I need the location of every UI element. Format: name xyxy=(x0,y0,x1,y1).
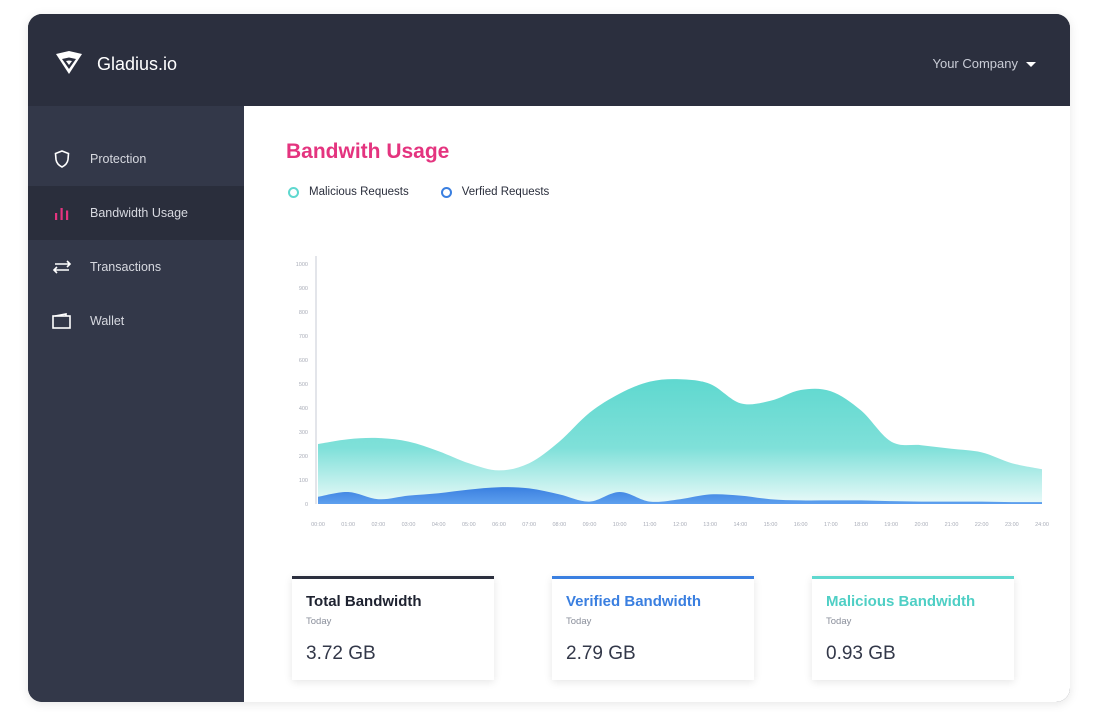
sidebar-item-label: Wallet xyxy=(90,314,125,328)
x-tick-label: 07:00 xyxy=(522,522,536,528)
x-tick-label: 13:00 xyxy=(703,522,717,528)
sidebar-item-label: Bandwidth Usage xyxy=(90,206,188,220)
card-subtitle: Today xyxy=(826,616,852,627)
y-tick-label: 800 xyxy=(299,310,308,316)
company-label: Your Company xyxy=(932,56,1018,71)
app-title: Gladius.io xyxy=(97,54,178,74)
y-tick-label: 400 xyxy=(299,406,308,412)
x-tick-label: 22:00 xyxy=(975,522,989,528)
x-tick-label: 09:00 xyxy=(583,522,597,528)
logo-icon xyxy=(56,51,82,74)
x-tick-label: 20:00 xyxy=(914,522,928,528)
company-dropdown[interactable]: Your Company xyxy=(932,56,1036,71)
card-title: Malicious Bandwidth xyxy=(826,593,976,610)
card-malicious-bandwidth[interactable]: Malicious Bandwidth Today 0.93 GB xyxy=(812,576,1014,680)
y-tick-label: 0 xyxy=(305,502,308,508)
y-tick-label: 700 xyxy=(299,334,308,340)
x-tick-label: 00:00 xyxy=(311,522,325,528)
chart-legend: Malicious Requests Verfied Requests xyxy=(288,186,549,198)
legend-label: Verfied Requests xyxy=(461,186,550,198)
sidebar: Protection Bandwidth Usage Transactions xyxy=(28,106,244,702)
verified-area xyxy=(318,487,1042,504)
card-total-bandwidth[interactable]: Total Bandwidth Today 3.72 GB xyxy=(292,576,494,680)
x-tick-label: 24:00 xyxy=(1035,522,1049,528)
x-tick-label: 23:00 xyxy=(1005,522,1019,528)
x-tick-label: 08:00 xyxy=(552,522,566,528)
x-tick-label: 10:00 xyxy=(613,522,627,528)
legend-label: Malicious Requests xyxy=(309,186,409,198)
shield-icon xyxy=(52,149,72,169)
y-tick-label: 500 xyxy=(299,382,308,388)
sidebar-item-label: Protection xyxy=(90,152,147,166)
card-value: 0.93 GB xyxy=(826,643,896,664)
sidebar-item-label: Transactions xyxy=(90,260,162,274)
y-tick-label: 600 xyxy=(299,358,308,364)
sidebar-item-protection[interactable]: Protection xyxy=(28,132,244,186)
x-tick-label: 14:00 xyxy=(733,522,747,528)
x-tick-label: 01:00 xyxy=(341,522,355,528)
legend-item-malicious[interactable]: Malicious Requests xyxy=(288,186,409,198)
sidebar-item-bandwidth-usage[interactable]: Bandwidth Usage xyxy=(28,186,244,240)
caret-down-icon xyxy=(1026,62,1036,67)
app-window: Gladius.io Your Company Protection Bandw… xyxy=(28,14,1070,702)
y-tick-label: 100 xyxy=(299,478,308,484)
main-content: Bandwith Usage Malicious Requests Verfie… xyxy=(244,106,1070,702)
x-tick-label: 02:00 xyxy=(371,522,385,528)
card-value: 2.79 GB xyxy=(566,643,636,664)
x-tick-label: 16:00 xyxy=(794,522,808,528)
x-tick-label: 11:00 xyxy=(643,522,656,528)
x-tick-label: 06:00 xyxy=(492,522,506,528)
x-tick-label: 17:00 xyxy=(824,522,838,528)
y-tick-label: 200 xyxy=(299,454,308,460)
card-subtitle: Today xyxy=(306,616,332,627)
x-tick-label: 12:00 xyxy=(673,522,687,528)
sidebar-item-wallet[interactable]: Wallet xyxy=(28,294,244,348)
x-tick-label: 18:00 xyxy=(854,522,868,528)
y-tick-label: 300 xyxy=(299,430,308,436)
top-bar: Gladius.io Your Company xyxy=(28,14,1070,106)
legend-dot-icon xyxy=(288,186,299,198)
bandwidth-area-chart: 0 100 200 300 400 500 600 700 800 900 1000 00:00 01… xyxy=(296,256,1049,528)
wallet-icon xyxy=(52,311,72,331)
y-tick-label: 1000 xyxy=(296,262,308,268)
card-value: 3.72 GB xyxy=(306,643,376,664)
x-tick-label: 21:00 xyxy=(945,522,959,528)
card-subtitle: Today xyxy=(566,616,592,627)
y-tick-label: 900 xyxy=(299,286,308,292)
arrows-icon xyxy=(52,257,72,277)
bar-chart-icon xyxy=(52,203,72,223)
legend-item-verified[interactable]: Verfied Requests xyxy=(440,186,550,198)
sidebar-item-transactions[interactable]: Transactions xyxy=(28,240,244,294)
page-title: Bandwith Usage xyxy=(286,140,450,163)
x-tick-label: 03:00 xyxy=(402,522,416,528)
malicious-area xyxy=(318,379,1042,504)
card-title: Total Bandwidth xyxy=(306,593,422,610)
card-verified-bandwidth[interactable]: Verified Bandwidth Today 2.79 GB xyxy=(552,576,754,680)
legend-dot-icon xyxy=(440,186,452,198)
x-tick-label: 04:00 xyxy=(432,522,446,528)
x-tick-label: 05:00 xyxy=(462,522,476,528)
x-tick-label: 15:00 xyxy=(764,522,778,528)
card-title: Verified Bandwidth xyxy=(566,593,702,610)
x-tick-label: 19:00 xyxy=(884,522,898,528)
